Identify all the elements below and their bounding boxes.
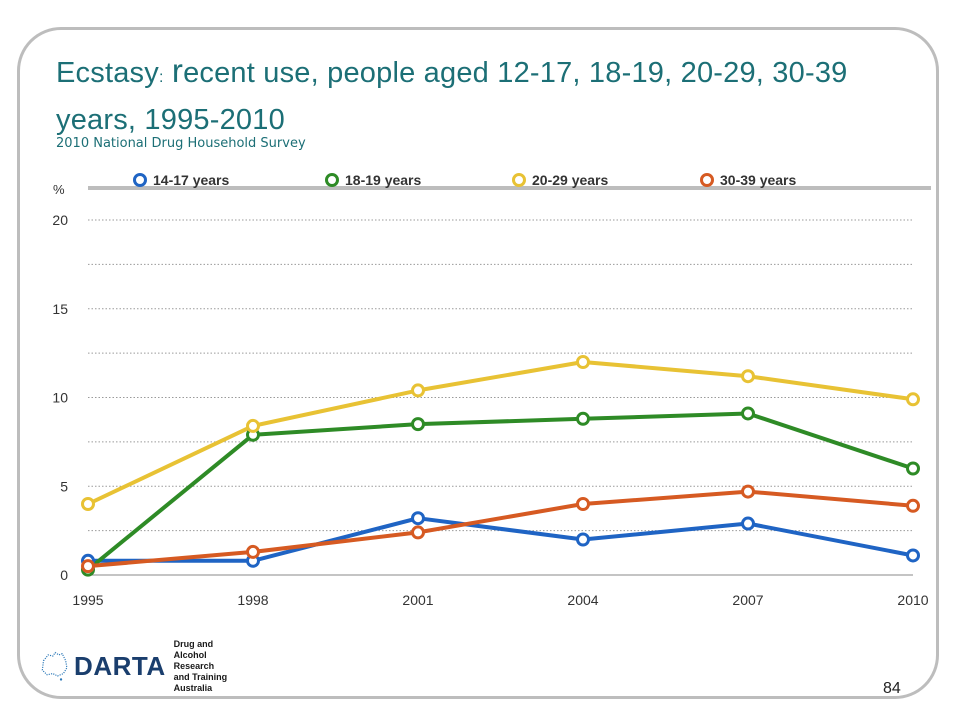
y-axis-unit-label: % [53, 182, 65, 197]
slide-title: Ecstasy: recent use, people aged 12-17, … [56, 50, 926, 141]
australia-map-icon [41, 651, 68, 681]
data-point [411, 525, 425, 540]
logo-name: DARTA [74, 650, 166, 681]
legend-label: 30-39 years [720, 172, 797, 188]
data-point [246, 544, 260, 559]
slide-frame [17, 27, 939, 699]
legend-marker-icon [700, 173, 714, 187]
data-point [81, 559, 95, 574]
logo-subtitle: Drug and Alcohol Research and Training A… [174, 639, 230, 694]
data-point [246, 418, 260, 433]
legend-bar [88, 186, 931, 190]
legend-item: 30-39 years [700, 172, 796, 188]
y-tick-label: 15 [52, 301, 68, 317]
data-point [906, 548, 920, 563]
y-tick-label: 20 [52, 212, 68, 228]
data-point [576, 355, 590, 369]
legend-label: 20-29 years [532, 172, 609, 188]
x-tick-label: 2007 [732, 592, 763, 608]
legend-label: 18-19 years [345, 172, 422, 188]
x-tick-label: 2004 [567, 592, 598, 608]
series-line [87, 360, 914, 506]
series-line [86, 411, 914, 572]
darta-logo: DARTA Drug and Alcohol Research and Trai… [40, 636, 230, 696]
data-point [411, 511, 425, 526]
data-point [411, 417, 425, 432]
data-point [576, 532, 590, 547]
data-point [906, 392, 920, 407]
x-tick-label: 1995 [72, 592, 103, 608]
legend-item: 20-29 years [512, 172, 608, 188]
page-number: 84 [883, 680, 901, 697]
legend-marker-icon [133, 173, 147, 187]
y-tick-label: 10 [52, 390, 68, 406]
x-tick-label: 2001 [402, 592, 433, 608]
title-part1: Ecstasy [56, 57, 159, 89]
title-r: r [171, 52, 184, 89]
logo-line1: Drug and Alcohol [173, 638, 214, 660]
data-point [576, 497, 590, 511]
legend-marker-icon [512, 173, 526, 187]
series-line [88, 516, 914, 563]
legend-item: 14-17 years [133, 172, 229, 188]
x-tick-label: 2010 [897, 592, 928, 608]
legend-item: 18-19 years [325, 172, 421, 188]
title-part2: ecent use, people aged 12-17, 18-19, 20-… [56, 57, 848, 136]
series-line [87, 489, 914, 569]
data-point [741, 484, 755, 499]
data-point [741, 406, 755, 421]
y-tick-label: 5 [60, 478, 68, 494]
slide-subtitle: 2010 National Drug Household Survey [56, 136, 306, 151]
y-tick-label: 0 [60, 567, 68, 583]
logo-line2: Research and Training [173, 660, 228, 682]
data-point [741, 516, 755, 531]
logo-line3: Australia [173, 682, 213, 693]
data-point [741, 369, 755, 384]
data-point [81, 497, 95, 511]
data-point [906, 498, 920, 513]
title-colon: : [158, 69, 164, 86]
data-point [411, 383, 425, 398]
x-tick-label: 1998 [237, 592, 268, 608]
legend-marker-icon [325, 173, 339, 187]
data-point [576, 411, 590, 426]
data-point [906, 461, 920, 476]
legend-label: 14-17 years [153, 172, 230, 188]
